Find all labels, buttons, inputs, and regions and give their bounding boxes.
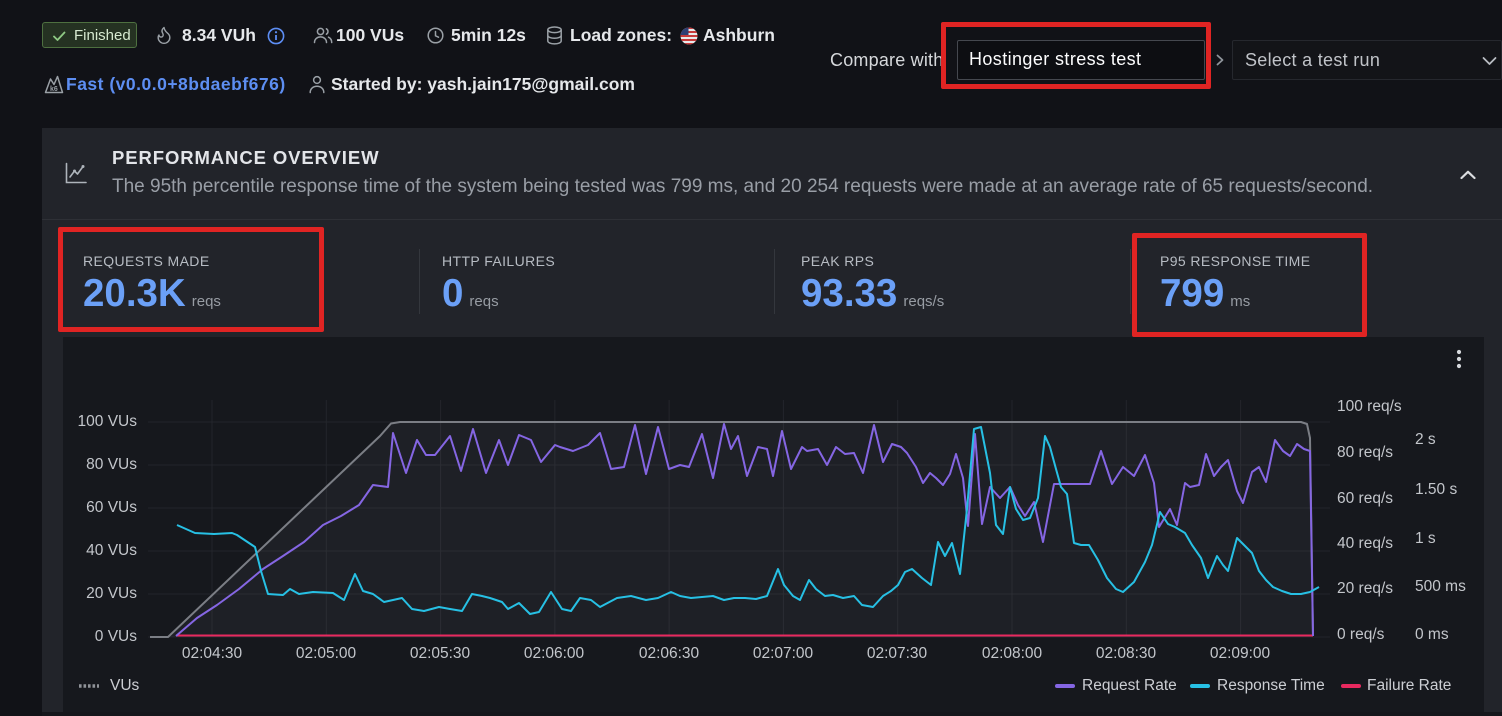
svg-text:k6: k6: [50, 86, 58, 93]
